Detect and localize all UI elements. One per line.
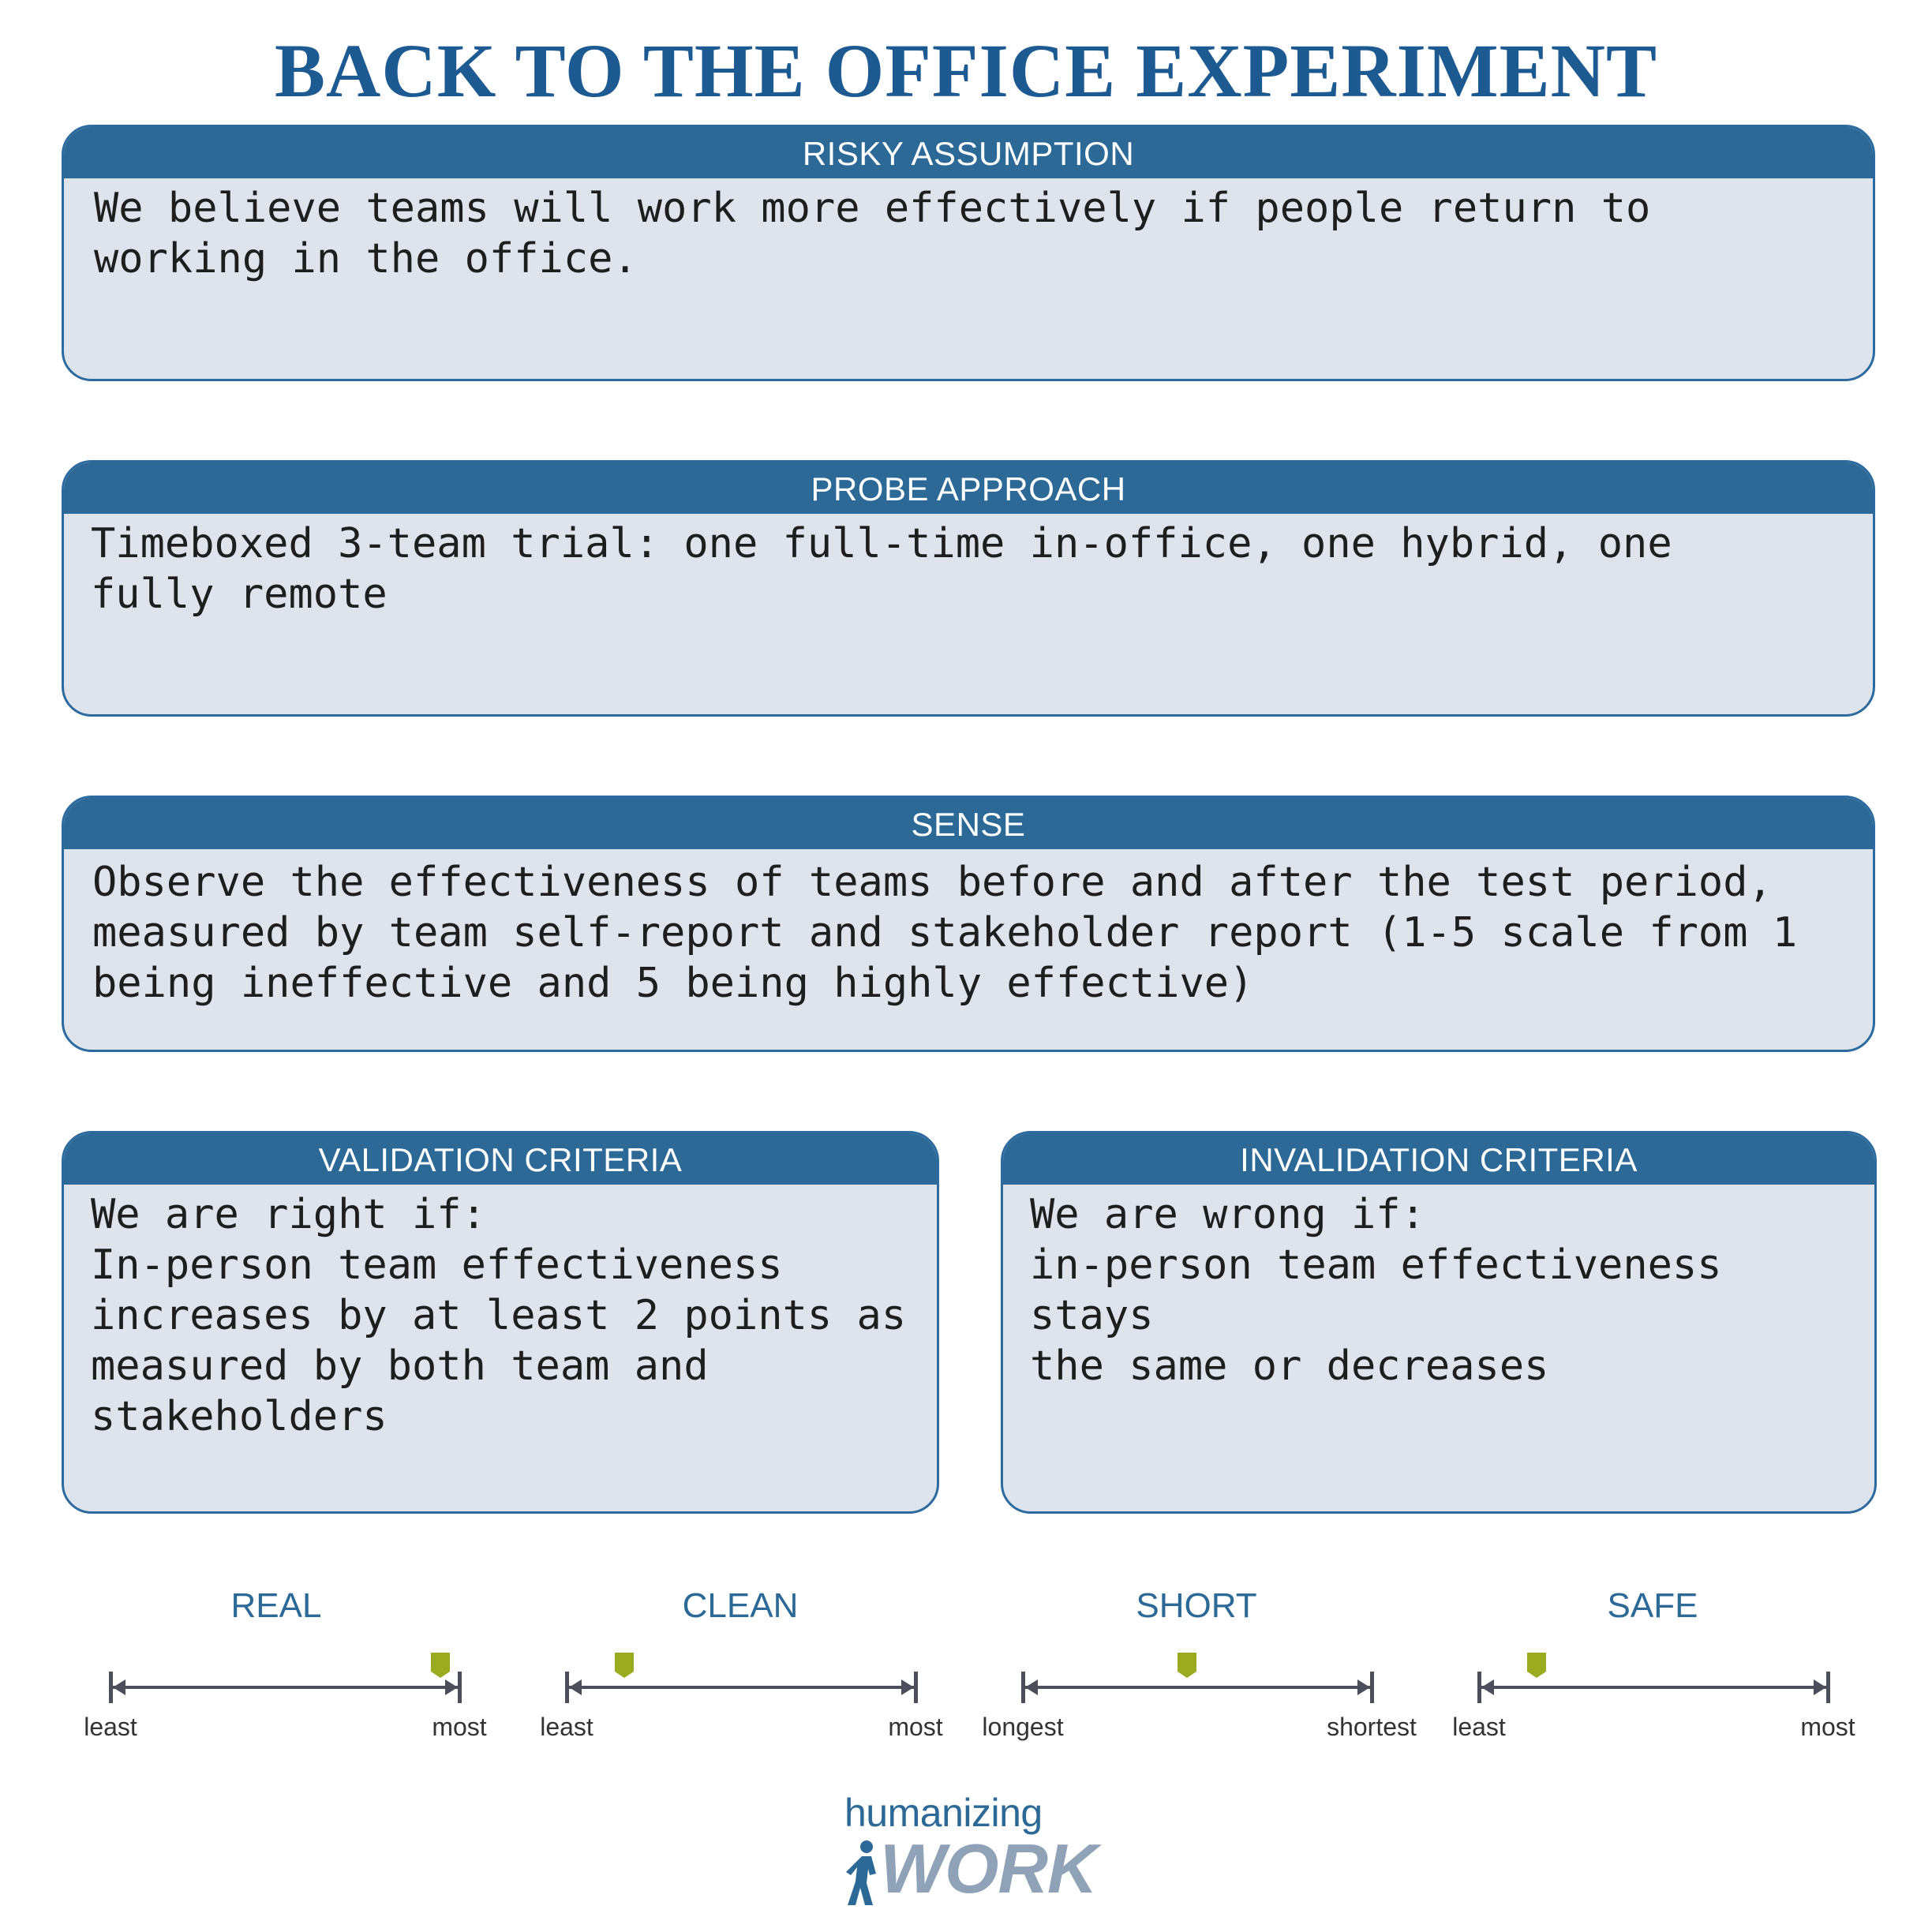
risky-assumption-header: RISKY ASSUMPTION xyxy=(64,127,1873,178)
scale-short: SHORT longest shortest xyxy=(982,1586,1417,1744)
scale-marker[interactable] xyxy=(1178,1653,1197,1678)
validation-criteria-text[interactable]: We are right if: In-person team effectiv… xyxy=(91,1191,907,1440)
sense-card: SENSE Observe the effectiveness of teams… xyxy=(62,796,1875,1052)
validation-criteria-card: VALIDATION CRITERIA We are right if: In-… xyxy=(62,1131,939,1514)
probe-approach-text[interactable]: Timeboxed 3-team trial: one full-time in… xyxy=(91,520,1672,618)
scale-title: SAFE xyxy=(1607,1586,1698,1625)
scale-real: REAL least most xyxy=(79,1586,489,1744)
logo-bottom-text: WORK xyxy=(880,1829,1098,1908)
scale-clean: CLEAN least most xyxy=(535,1586,945,1744)
scale-title: SHORT xyxy=(1136,1586,1257,1625)
scale-marker[interactable] xyxy=(614,1653,634,1678)
humanizing-work-logo: humanizing WORK xyxy=(837,1790,1098,1908)
scale-line xyxy=(1481,1686,1826,1689)
invalidation-criteria-header: INVALIDATION CRITERIA xyxy=(1003,1133,1874,1185)
sense-header: SENSE xyxy=(64,798,1873,849)
scale-title: CLEAN xyxy=(682,1586,799,1625)
probe-approach-header: PROBE APPROACH xyxy=(64,462,1873,514)
scale-right-label: shortest xyxy=(1327,1713,1417,1741)
scale-left-tick xyxy=(109,1672,113,1703)
scale-left-label: longest xyxy=(982,1713,1064,1741)
scale-right-tick xyxy=(458,1672,462,1703)
scale-marker[interactable] xyxy=(431,1653,451,1678)
scale-right-tick xyxy=(914,1672,918,1703)
risky-assumption-text[interactable]: We believe teams will work more effectiv… xyxy=(94,185,1651,283)
sense-text[interactable]: Observe the effectiveness of teams befor… xyxy=(92,859,1798,1007)
scale-left-label: least xyxy=(84,1713,137,1741)
scale-right-label: most xyxy=(432,1713,487,1741)
validation-criteria-header: VALIDATION CRITERIA xyxy=(64,1133,937,1185)
scale-right-tick xyxy=(1826,1672,1830,1703)
page-title: BACK TO THE OFFICE EXPERIMENT xyxy=(275,28,1657,113)
scale-right-label: most xyxy=(1800,1713,1855,1741)
scale-line xyxy=(113,1686,458,1689)
scale-left-label: least xyxy=(540,1713,593,1741)
scale-line xyxy=(569,1686,914,1689)
scale-left-tick xyxy=(1477,1672,1481,1703)
probe-approach-card: PROBE APPROACH Timeboxed 3-team trial: o… xyxy=(62,460,1875,717)
scale-left-tick xyxy=(565,1672,569,1703)
risky-assumption-card: RISKY ASSUMPTION We believe teams will w… xyxy=(62,125,1875,381)
invalidation-criteria-text[interactable]: We are wrong if: in-person team effectiv… xyxy=(1030,1191,1722,1390)
invalidation-criteria-card: INVALIDATION CRITERIA We are wrong if: i… xyxy=(1001,1131,1877,1514)
scale-left-label: least xyxy=(1452,1713,1506,1741)
scale-marker[interactable] xyxy=(1526,1653,1546,1678)
person-figure-icon xyxy=(846,1840,876,1905)
scale-left-tick xyxy=(1021,1672,1025,1703)
scale-title: REAL xyxy=(230,1586,322,1625)
scale-right-tick xyxy=(1370,1672,1374,1703)
logo-top-text: humanizing xyxy=(844,1791,1043,1835)
scale-line xyxy=(1025,1686,1370,1689)
scale-right-label: most xyxy=(888,1713,943,1741)
scale-safe: SAFE least most xyxy=(1447,1586,1858,1744)
